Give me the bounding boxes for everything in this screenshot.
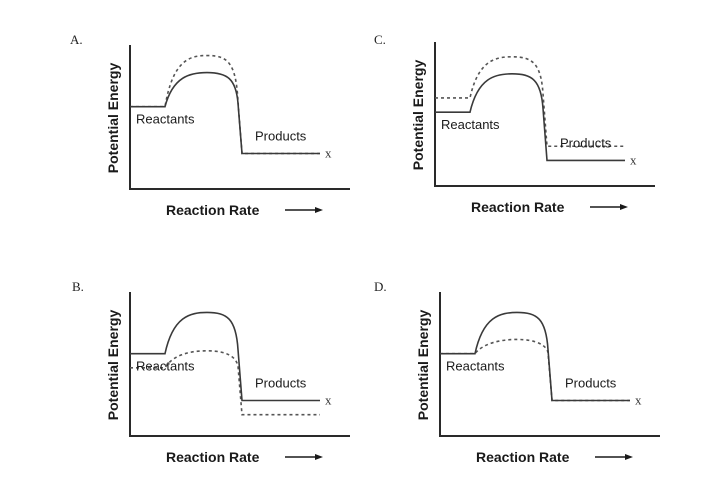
solid-energy-curve — [130, 311, 320, 402]
x-axis-label: Reaction Rate — [166, 202, 260, 218]
arrow-head-icon — [620, 204, 628, 210]
x-axis-label: Reaction Rate — [166, 449, 260, 465]
x-marker: x — [635, 393, 642, 408]
products-label: Products — [560, 135, 612, 150]
x-marker: x — [325, 393, 332, 408]
panel-d: D. Potential Energy Reaction Rate Reactants… — [374, 279, 660, 465]
y-axis-label: Potential Energy — [105, 310, 121, 421]
axes — [434, 42, 655, 187]
y-axis-label: Potential Energy — [415, 310, 431, 421]
products-label: Products — [255, 129, 307, 144]
panel-a: A. Potential Energy Reaction Rate Reactants… — [70, 32, 350, 218]
panel-letter: C. — [374, 32, 386, 47]
dashed-energy-curve — [130, 54, 320, 155]
arrow-head-icon — [315, 454, 323, 460]
y-axis-label: Potential Energy — [410, 60, 426, 171]
solid-energy-curve — [130, 71, 320, 155]
arrow-head-icon — [625, 454, 633, 460]
axes — [439, 292, 660, 437]
reactants-label: Reactants — [441, 117, 500, 132]
solid-energy-curve — [440, 311, 630, 402]
products-label: Products — [565, 376, 617, 391]
reactants-label: Reactants — [136, 359, 195, 374]
panel-letter: D. — [374, 279, 387, 294]
reactants-label: Reactants — [136, 112, 195, 127]
y-axis-label: Potential Energy — [105, 63, 121, 174]
panel-b: B. Potential Energy Reaction Rate Reactants… — [72, 279, 350, 465]
dashed-energy-curve — [130, 349, 320, 416]
solid-energy-curve — [435, 73, 625, 162]
axes — [129, 292, 350, 437]
dashed-energy-curve — [435, 55, 625, 148]
x-marker: x — [630, 152, 637, 167]
x-axis-label: Reaction Rate — [476, 449, 570, 465]
panel-letter: A. — [70, 32, 83, 47]
x-axis-label: Reaction Rate — [471, 199, 565, 215]
panel-letter: B. — [72, 279, 84, 294]
products-label: Products — [255, 376, 307, 391]
arrow-head-icon — [315, 207, 323, 213]
panel-c: C. Potential Energy Reaction Rate Reactants… — [374, 32, 655, 215]
reactants-label: Reactants — [446, 359, 505, 374]
axes — [129, 45, 350, 190]
dashed-energy-curve — [440, 338, 630, 402]
x-marker: x — [325, 146, 332, 161]
